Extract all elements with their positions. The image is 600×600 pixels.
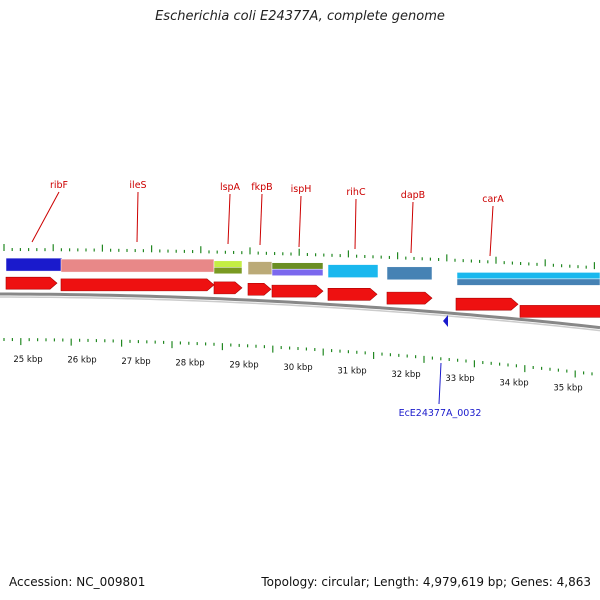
gene-label-fkpB: fkpB [251, 182, 272, 193]
cog-box-ribF [5, 257, 63, 272]
genome-backbone [0, 292, 600, 332]
gene-label-ispH: ispH [291, 184, 312, 195]
gene-leader-ileS [136, 191, 139, 243]
scale-label: 26 kbp [67, 356, 96, 366]
gene-leader-rihC [354, 198, 357, 250]
scale-label: 32 kbp [391, 370, 420, 380]
scale-label: 34 kbp [499, 379, 528, 389]
cog-box-rihC [327, 264, 379, 278]
gene-arrow [386, 291, 433, 305]
scale-label: 27 kbp [121, 357, 150, 367]
gene-leader-carA [489, 205, 494, 257]
scale-layer: 25 kbp 26 kbp 27 kbp 28 kbp 29 kbp 30 kbp 31 k… [13, 355, 582, 394]
cog-box-lspA [213, 260, 243, 268]
cog-box-ispH [271, 268, 324, 276]
cog-box-carA [456, 272, 600, 280]
scale-label: 33 kbp [445, 374, 474, 384]
gene-arrow [213, 281, 243, 295]
gene-arrow [5, 276, 58, 290]
gene-label-rihC: rihC [346, 187, 366, 198]
scale-label: 31 kbp [337, 366, 366, 376]
scale-label: 30 kbp [283, 363, 312, 373]
tick-layer [3, 244, 596, 378]
gene-arrow [247, 282, 272, 296]
accession-text: Accession: NC_009801 [9, 575, 146, 589]
gene-leader-ispH [298, 195, 302, 248]
gene-leader-lspA [227, 193, 231, 245]
gene-leader-ribF [31, 191, 60, 243]
gene-leader-dapB [410, 201, 414, 254]
scale-label: 25 kbp [13, 355, 42, 365]
gene-arrow [271, 284, 324, 298]
gene-label-ileS: ileS [129, 180, 146, 191]
locus-label: EcE24377A_0032 [399, 408, 482, 419]
locus-marker-icon [443, 315, 448, 327]
backbone-outer [0, 292, 600, 330]
locus-layer: EcE24377A_0032 [399, 315, 482, 419]
gene-arrow [60, 278, 215, 292]
cog-box-ileS [60, 258, 215, 273]
locus-leader [438, 362, 442, 405]
gene-arrow [455, 297, 519, 311]
gene-track [5, 276, 600, 318]
scale-label: 29 kbp [229, 361, 258, 371]
scale-label: 28 kbp [175, 358, 204, 368]
gene-leader-fkpB [259, 193, 263, 246]
gene-label-lspA: lspA [220, 182, 241, 193]
gene-arrow [327, 287, 378, 301]
cog-box-fkpB [247, 261, 273, 275]
gene-label-dapB: dapB [401, 190, 425, 201]
cog-track [5, 257, 600, 286]
cog-box-lspA [213, 267, 243, 275]
genome-stats-text: Topology: circular; Length: 4,979,619 bp… [261, 575, 591, 589]
gene-label-ribF: ribF [50, 180, 68, 191]
cog-box-carA [456, 278, 600, 286]
gene-label-carA: carA [482, 194, 504, 205]
page-title: Escherichia coli E24377A, complete genom… [155, 9, 445, 24]
cog-box-ispH [271, 262, 324, 270]
gene-label-layer: ribF ileS lspA fkpB ispH rihC dapB carA [31, 180, 504, 257]
scale-label: 35 kbp [553, 384, 582, 394]
cog-box-dapB [386, 266, 433, 281]
gene-arrow [519, 305, 600, 318]
backbone-inner [0, 296, 600, 332]
